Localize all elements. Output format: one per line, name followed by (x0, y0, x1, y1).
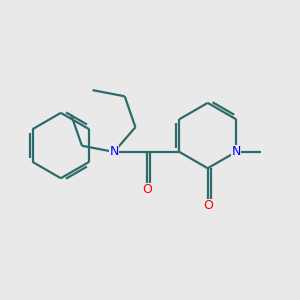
Text: N: N (109, 146, 119, 158)
Text: O: O (203, 199, 213, 212)
Text: N: N (231, 146, 241, 158)
Text: O: O (142, 183, 152, 196)
